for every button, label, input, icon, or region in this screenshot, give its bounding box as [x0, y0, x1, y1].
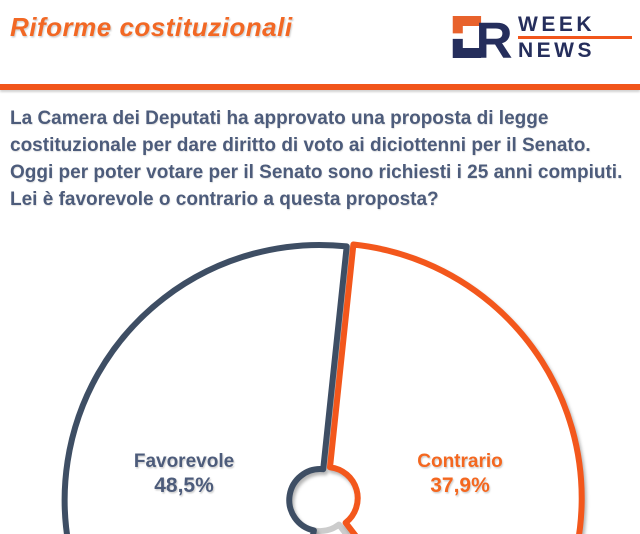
- question-line: costituzionale per dare diritto di voto …: [10, 135, 591, 156]
- contrario-label: Contrario: [417, 451, 503, 472]
- page-title: Riforme costituzionali: [10, 12, 293, 42]
- question-line: Oggi per poter votare per il Senato sono…: [10, 162, 623, 183]
- question-line: La Camera dei Deputati ha approvato una …: [10, 108, 549, 129]
- monogram-r-letter: R: [476, 12, 513, 62]
- monogram-navy-corner: [452, 38, 482, 59]
- logo-week-text: WEEK: [518, 12, 595, 36]
- contrario-value: 37,9%: [430, 474, 490, 497]
- question-line: Lei è favorevole o contrario a questa pr…: [10, 189, 439, 210]
- contrario-label-group: Contrario 37,9%: [417, 450, 503, 498]
- header: Riforme costituzionali R WEEK NEWS: [0, 0, 640, 84]
- logo-divider: [518, 35, 632, 39]
- favorevole-value: 48,5%: [154, 474, 214, 497]
- pie-slice-unlabeled: [310, 521, 350, 534]
- er-logo-monogram-icon: R: [452, 12, 513, 62]
- logo-news-text: NEWS: [518, 38, 595, 62]
- pie-slice-favorevole: [61, 241, 350, 534]
- monogram-orange-corner: [452, 15, 482, 34]
- pie-slice-contrario: [327, 241, 585, 534]
- question-text: La Camera dei Deputati ha approvato una …: [10, 105, 635, 213]
- er-week-news-logo: R WEEK NEWS: [450, 10, 636, 64]
- logo-text-block: WEEK NEWS: [518, 14, 632, 61]
- favorevole-label-group: Favorevole 48,5%: [134, 450, 234, 498]
- favorevole-label: Favorevole: [133, 451, 235, 472]
- header-orange-rule: [0, 84, 640, 90]
